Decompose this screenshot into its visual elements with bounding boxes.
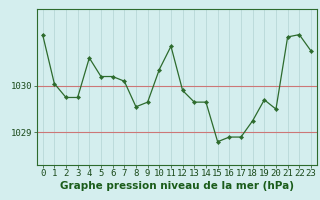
- X-axis label: Graphe pression niveau de la mer (hPa): Graphe pression niveau de la mer (hPa): [60, 181, 294, 191]
